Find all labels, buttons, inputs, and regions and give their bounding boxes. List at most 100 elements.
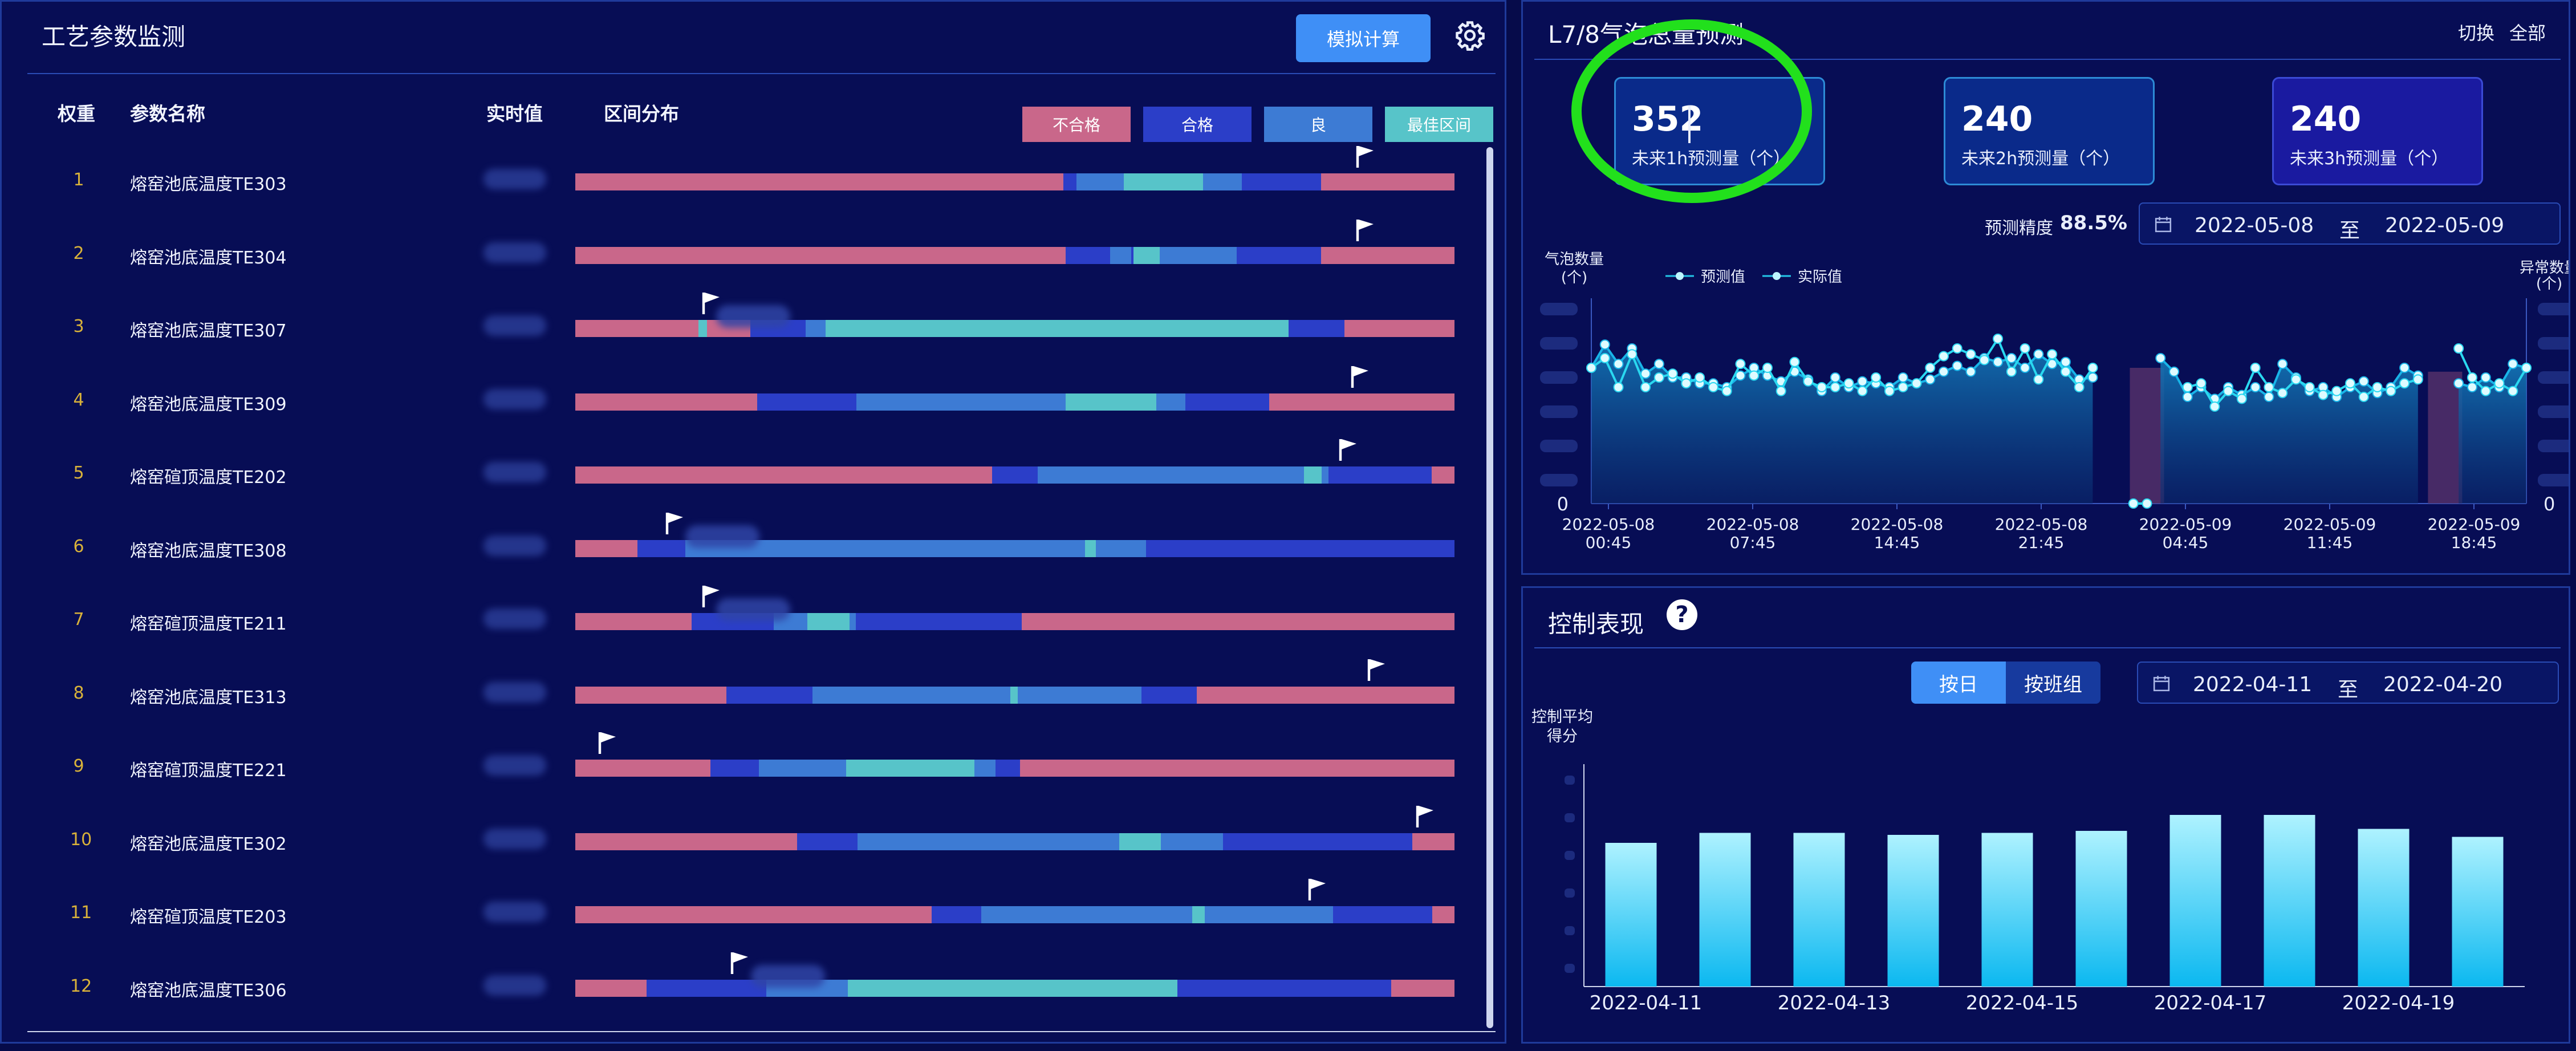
scrollbar[interactable] bbox=[1486, 147, 1493, 1028]
y-tick-right bbox=[2538, 440, 2569, 452]
data-point bbox=[1599, 339, 1610, 350]
interval-segment bbox=[575, 320, 698, 337]
interval-segment bbox=[1124, 173, 1203, 190]
flag-icon bbox=[702, 586, 720, 607]
param-row[interactable]: 8 熔窑池底温度TE313 bbox=[30, 659, 1490, 717]
calendar-icon bbox=[2155, 217, 2172, 233]
interval-segment bbox=[1022, 613, 1454, 630]
header-weight: 权重 bbox=[58, 103, 95, 125]
interval-segment bbox=[575, 833, 797, 850]
row-realtime-value bbox=[483, 975, 546, 996]
row-weight: 6 bbox=[73, 536, 84, 557]
interval-segment bbox=[1320, 246, 1454, 264]
interval-segment bbox=[797, 833, 858, 850]
interval-segment bbox=[1177, 979, 1391, 997]
flag-icon bbox=[1339, 439, 1357, 461]
forecast-date-range[interactable]: 2022-05-08 至 2022-05-09 bbox=[2139, 202, 2561, 245]
data-point bbox=[2480, 385, 2491, 396]
data-point bbox=[1653, 359, 1664, 370]
interval-segment bbox=[850, 613, 856, 630]
data-point bbox=[1803, 376, 1814, 387]
data-point bbox=[2182, 392, 2193, 402]
row-weight: 7 bbox=[73, 610, 84, 630]
data-point bbox=[2467, 382, 2477, 392]
row-weight: 5 bbox=[73, 463, 84, 483]
param-row[interactable]: 3 熔窑池底温度TE307 bbox=[30, 293, 1490, 351]
data-point bbox=[2087, 363, 2098, 373]
data-point bbox=[2467, 372, 2477, 383]
interval-segment bbox=[1197, 686, 1454, 704]
param-row[interactable]: 7 熔窑碹顶温度TE211 bbox=[30, 586, 1490, 644]
param-row[interactable]: 10 熔窑池底温度TE302 bbox=[30, 805, 1490, 864]
interval-segment bbox=[931, 906, 982, 923]
interval-segment bbox=[857, 833, 1120, 850]
score-bar bbox=[2169, 815, 2221, 987]
simulate-button[interactable]: 模拟计算 bbox=[1296, 14, 1431, 62]
switch-label[interactable]: 切换 bbox=[2458, 22, 2495, 44]
switch-value[interactable]: 全部 bbox=[2509, 22, 2546, 44]
date-from[interactable]: 2022-05-08 bbox=[2195, 214, 2314, 237]
row-param-name: 熔窑池底温度TE309 bbox=[130, 394, 287, 415]
row-param-name: 熔窑池底温度TE308 bbox=[130, 541, 287, 561]
data-point bbox=[2508, 359, 2518, 370]
interval-segment bbox=[846, 760, 975, 777]
interval-segment bbox=[1236, 246, 1321, 264]
data-point bbox=[1843, 378, 1854, 389]
interval-segment bbox=[1141, 686, 1197, 704]
gear-icon[interactable] bbox=[1454, 20, 1485, 51]
y-tick-right bbox=[2538, 371, 2569, 384]
interval-segment bbox=[575, 246, 1066, 264]
y-label-right: 异常数量 bbox=[2520, 259, 2569, 277]
data-point bbox=[2480, 372, 2491, 383]
interval-segment bbox=[855, 613, 1022, 630]
row-weight: 8 bbox=[73, 683, 84, 703]
y-tick-left bbox=[1540, 337, 1578, 350]
param-row[interactable]: 1 熔窑池底温度TE303 bbox=[30, 146, 1490, 204]
param-row[interactable]: 9 熔窑碹顶温度TE221 bbox=[30, 732, 1490, 790]
date-to[interactable]: 2022-04-20 bbox=[2383, 673, 2503, 696]
question-icon[interactable]: ? bbox=[1667, 599, 1697, 630]
toggle-by-shift[interactable]: 按班组 bbox=[2006, 662, 2100, 704]
forecast-card-3h[interactable]: 240 未来3h预测量（个） bbox=[2272, 77, 2483, 185]
param-row[interactable]: 11 熔窑碹顶温度TE203 bbox=[30, 879, 1490, 937]
data-point bbox=[1775, 385, 1786, 396]
value-marker-label bbox=[685, 525, 759, 548]
date-to[interactable]: 2022-05-09 bbox=[2385, 214, 2505, 237]
data-point bbox=[2494, 378, 2505, 389]
interval-segment bbox=[575, 539, 638, 557]
y-label: 控制平均 bbox=[1531, 708, 1593, 726]
data-point bbox=[2033, 374, 2044, 385]
control-date-range[interactable]: 2022-04-11 至 2022-04-20 bbox=[2137, 662, 2559, 704]
flag-icon bbox=[1356, 146, 1374, 168]
data-point bbox=[1871, 372, 1882, 383]
interval-segment bbox=[1076, 173, 1124, 190]
row-realtime-value bbox=[483, 169, 546, 189]
toggle-by-day[interactable]: 按日 bbox=[1911, 662, 2006, 704]
interval-segment bbox=[981, 906, 1193, 923]
interval-segment bbox=[575, 906, 932, 923]
y-tick-left bbox=[1540, 405, 1578, 418]
bottom-divider bbox=[27, 1031, 1496, 1032]
data-point bbox=[2453, 378, 2464, 389]
data-point bbox=[2304, 382, 2315, 392]
param-row[interactable]: 6 熔窑池底温度TE308 bbox=[30, 512, 1490, 571]
data-point bbox=[1762, 363, 1773, 373]
legend-best: 最佳区间 bbox=[1385, 107, 1493, 142]
param-row[interactable]: 5 熔窑碹顶温度TE202 bbox=[30, 439, 1490, 497]
interval-segment bbox=[1160, 246, 1237, 264]
y-tick-left bbox=[1540, 303, 1578, 315]
date-from[interactable]: 2022-04-11 bbox=[2193, 673, 2313, 696]
x-tick-label: 11:45 bbox=[2307, 533, 2353, 552]
interval-segment bbox=[1095, 539, 1146, 557]
data-point bbox=[2006, 366, 2017, 377]
interval-segment bbox=[1333, 906, 1433, 923]
forecast-card-1h[interactable]: 352 未来1h预测量（个） bbox=[1614, 77, 1825, 185]
score-bar bbox=[1887, 835, 1939, 987]
x-tick-label: 18:45 bbox=[2451, 533, 2497, 552]
param-row[interactable]: 2 熔窑池底温度TE304 bbox=[30, 219, 1490, 278]
interval-segment bbox=[1328, 466, 1432, 484]
interval-segment bbox=[646, 979, 766, 997]
forecast-card-2h[interactable]: 240 未来2h预测量（个） bbox=[1944, 77, 2155, 185]
param-row[interactable]: 12 熔窑池底温度TE306 bbox=[30, 952, 1490, 1011]
param-row[interactable]: 4 熔窑池底温度TE309 bbox=[30, 366, 1490, 424]
